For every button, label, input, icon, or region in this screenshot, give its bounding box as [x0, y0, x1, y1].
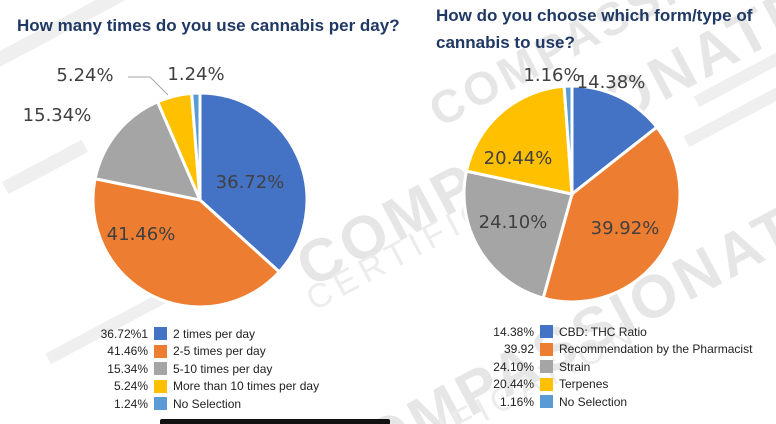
legend-value: 41.46%	[107, 344, 148, 359]
chart-title-left: How many times do you use cannabis per d…	[17, 16, 400, 35]
legend-item: 20.44% Terpenes	[470, 376, 752, 394]
legend-item: 1.16% No Selection	[470, 393, 752, 411]
legend-value: 14.38%	[493, 324, 534, 339]
legend-label: No Selection	[559, 394, 628, 409]
legend-swatch	[540, 377, 553, 391]
data-label: 39.92%	[591, 218, 660, 239]
legend-value: 36.72%1	[100, 326, 148, 341]
legend-label: Terpenes	[559, 377, 609, 392]
legend-swatch	[154, 397, 167, 411]
legend-label: 2-5 times per day	[173, 344, 266, 359]
data-label: 15.34%	[23, 105, 92, 126]
legend-swatch	[540, 325, 553, 339]
legend-swatch	[154, 327, 167, 341]
pie-slice	[570, 84, 659, 198]
pie-slice	[91, 176, 282, 309]
legend-value: 20.44%	[493, 377, 534, 392]
legend-swatch	[540, 395, 553, 409]
data-label: 1.16%	[523, 65, 580, 86]
data-label: 14.38%	[577, 72, 646, 93]
legend-value: 24.10%	[493, 359, 534, 374]
legend-swatch	[154, 379, 167, 393]
legend-value: 39.92	[503, 342, 534, 357]
pie-slice	[464, 84, 574, 196]
legend-label: No Selection	[173, 396, 242, 411]
legend-item: 36.72%1 2 times per day	[60, 325, 319, 343]
leader-line	[128, 76, 169, 96]
legend-value: 5.24%	[113, 379, 148, 394]
legend-item: 41.46% 2-5 times per day	[60, 343, 319, 361]
legend-item: 39.92 Recommendation by the Pharmacist	[470, 341, 752, 359]
legend-item: 24.10% Strain	[470, 358, 752, 376]
pie-slice	[541, 125, 682, 304]
legend-value: 1.24%	[113, 396, 148, 411]
pie-slice	[462, 169, 574, 300]
legend-label: Recommendation by the Pharmacist	[559, 342, 753, 357]
legend-swatch	[540, 360, 553, 374]
data-label: 20.44%	[484, 148, 553, 169]
chart-title-right: How do you choose which form/type of can…	[436, 6, 753, 52]
legend-item: 14.38% CBD: THC Ratio	[470, 323, 752, 341]
legend-swatch	[540, 342, 553, 356]
data-label: 5.24%	[56, 65, 113, 86]
legend-value: 1.16%	[499, 394, 534, 409]
data-label: 36.72%	[216, 172, 285, 193]
pie-slice	[198, 91, 309, 274]
legend-label: More than 10 times per day	[173, 379, 320, 394]
legend-item: 5.24% More than 10 times per day	[60, 378, 319, 396]
data-label: 24.10%	[479, 212, 548, 233]
legend-label: Strain	[559, 359, 591, 374]
legend-item: 15.34% 5-10 times per day	[60, 360, 319, 378]
data-label: 41.46%	[107, 224, 176, 245]
legend-label: CBD: THC Ratio	[559, 324, 647, 339]
pie-slice	[190, 91, 202, 201]
pie-slice	[93, 99, 203, 203]
legend-right: 14.38% CBD: THC Ratio 39.92 Recommendati…	[470, 323, 752, 411]
legend-item: 1.24% No Selection	[60, 395, 319, 413]
legend-swatch	[154, 362, 167, 376]
legend-label: 2 times per day	[173, 326, 256, 341]
data-label: 1.24%	[167, 64, 224, 85]
legend-value: 15.34%	[107, 361, 148, 376]
legend-left: 36.72%1 2 times per day 41.46% 2-5 times…	[60, 325, 319, 413]
legend-swatch	[154, 344, 167, 358]
pie-slice	[562, 84, 574, 195]
legend-label: 5-10 times per day	[173, 361, 273, 376]
bottom-overlay-bar	[160, 419, 390, 424]
